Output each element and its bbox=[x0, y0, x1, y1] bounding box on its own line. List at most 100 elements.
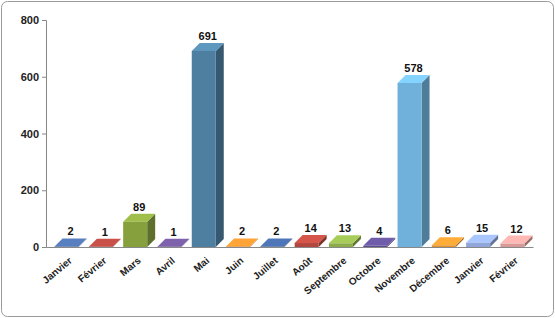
data-label: 1 bbox=[170, 226, 176, 238]
chart: 0200400600800JanvierFévrierMarsAvrilMaiJ… bbox=[0, 0, 555, 318]
bar bbox=[89, 239, 121, 247]
bar bbox=[226, 238, 258, 247]
data-label: 2 bbox=[273, 225, 279, 237]
tick-mark bbox=[42, 77, 46, 78]
bar-front bbox=[363, 246, 387, 247]
tick: Février bbox=[487, 255, 520, 285]
tick: Décembre bbox=[407, 255, 451, 295]
tick-mark bbox=[42, 247, 46, 248]
tick: 600 bbox=[21, 71, 46, 83]
x-axis: JanvierFévrierMarsAvrilMaiJuinJuilletAoû… bbox=[40, 248, 533, 297]
frame bbox=[2, 2, 554, 317]
axis-line bbox=[42, 21, 47, 248]
bar-top bbox=[260, 238, 292, 246]
tick-label: Août bbox=[290, 254, 315, 277]
tick: 0 bbox=[33, 241, 46, 253]
data-label: 2 bbox=[239, 225, 245, 237]
bar-front bbox=[226, 246, 250, 247]
tick: Juin bbox=[223, 255, 246, 277]
tick-label: Décembre bbox=[407, 255, 451, 295]
data-label: 12 bbox=[510, 223, 522, 235]
bar-front bbox=[432, 245, 456, 247]
data-label: 2 bbox=[68, 225, 74, 237]
bar bbox=[398, 75, 430, 247]
bar-side bbox=[216, 43, 224, 247]
bar-top bbox=[123, 214, 155, 222]
tick: Juillet bbox=[251, 254, 281, 281]
bar-top bbox=[55, 238, 87, 246]
bar-front bbox=[260, 246, 284, 247]
bar-top bbox=[295, 235, 327, 243]
tick-label: Mars bbox=[118, 255, 143, 279]
tick: 800 bbox=[21, 14, 46, 26]
data-labels: 21891691221413457861512 bbox=[68, 30, 523, 238]
bar-front bbox=[157, 246, 181, 247]
data-label: 15 bbox=[476, 222, 488, 234]
bar-top bbox=[192, 43, 224, 51]
tick-label: Mai bbox=[191, 255, 211, 274]
bar-top bbox=[226, 238, 258, 246]
bar-front bbox=[500, 244, 524, 247]
tick: Février bbox=[76, 255, 109, 285]
tick-label: 800 bbox=[21, 14, 39, 26]
bar-top bbox=[398, 75, 430, 83]
tick: Mai bbox=[191, 255, 211, 274]
tick-label: Juin bbox=[223, 255, 246, 277]
tick-label: Juillet bbox=[251, 254, 281, 281]
tick-label: Février bbox=[76, 255, 109, 285]
bar-side bbox=[422, 75, 430, 247]
data-label: 89 bbox=[133, 201, 145, 213]
bar-front bbox=[398, 83, 422, 247]
bar-top bbox=[89, 239, 121, 247]
tick-mark bbox=[42, 190, 46, 191]
bar bbox=[363, 238, 395, 247]
tick: 200 bbox=[21, 184, 46, 196]
tick-label: Février bbox=[487, 255, 520, 285]
tick: Janvier bbox=[40, 255, 74, 286]
tick: 400 bbox=[21, 128, 46, 140]
bar bbox=[192, 43, 224, 247]
bar-front bbox=[192, 51, 216, 247]
bar bbox=[432, 237, 464, 247]
bar bbox=[500, 236, 532, 247]
data-label: 691 bbox=[199, 30, 217, 42]
bar-top bbox=[363, 238, 395, 246]
data-label: 14 bbox=[305, 222, 318, 234]
bar bbox=[295, 235, 327, 247]
axis-line bbox=[47, 247, 534, 248]
bar-front bbox=[89, 246, 113, 247]
bars bbox=[55, 43, 533, 247]
bar bbox=[260, 238, 292, 247]
tick-label: Janvier bbox=[40, 255, 74, 286]
bar bbox=[157, 239, 189, 247]
bar bbox=[123, 214, 155, 247]
tick: Mars bbox=[118, 255, 143, 279]
data-label: 4 bbox=[376, 225, 383, 237]
bar-front bbox=[55, 246, 79, 247]
tick: Septembre bbox=[302, 255, 349, 297]
bar-front bbox=[123, 222, 147, 247]
bar-top bbox=[329, 235, 361, 243]
bar-top bbox=[157, 239, 189, 247]
bar-top bbox=[466, 235, 498, 243]
tick-label: 0 bbox=[33, 241, 39, 253]
tick-label: Janvier bbox=[452, 255, 486, 286]
tick-label: 600 bbox=[21, 71, 39, 83]
bar bbox=[55, 238, 87, 247]
tick: Avril bbox=[153, 255, 177, 278]
bar bbox=[329, 235, 361, 247]
bar-front bbox=[466, 243, 490, 247]
data-label: 578 bbox=[404, 62, 422, 74]
bar-front bbox=[329, 243, 353, 247]
tick-mark bbox=[42, 20, 46, 21]
bar-top bbox=[432, 237, 464, 245]
tick-label: Septembre bbox=[302, 255, 349, 297]
tick-label: 400 bbox=[21, 128, 39, 140]
bar-front bbox=[295, 243, 319, 247]
bar-top bbox=[500, 236, 532, 244]
tick-label: 200 bbox=[21, 184, 39, 196]
data-label: 13 bbox=[339, 222, 351, 234]
tick: Janvier bbox=[452, 255, 486, 286]
tick-label: Avril bbox=[153, 255, 177, 278]
data-label: 1 bbox=[102, 226, 108, 238]
